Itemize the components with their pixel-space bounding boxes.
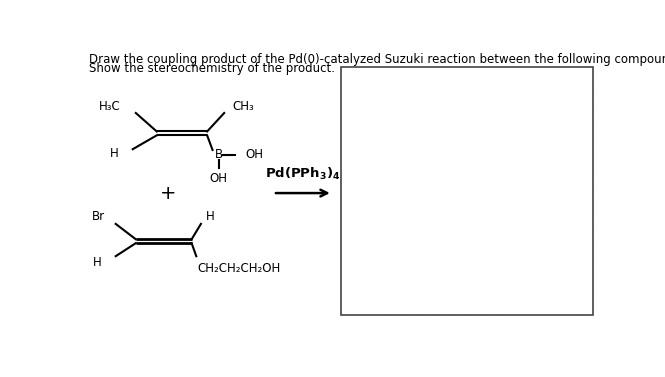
Text: Show the stereochemistry of the product.: Show the stereochemistry of the product. bbox=[88, 62, 334, 75]
Text: +: + bbox=[160, 184, 177, 203]
Bar bbox=[341, 67, 593, 315]
Text: CH₃: CH₃ bbox=[232, 100, 253, 113]
Text: Br: Br bbox=[92, 210, 105, 223]
Text: H: H bbox=[110, 147, 119, 159]
Text: H: H bbox=[93, 256, 102, 269]
Text: CH₂CH₂CH₂OH: CH₂CH₂CH₂OH bbox=[198, 262, 281, 275]
Text: Draw the coupling product of the Pd(0)-catalyzed Suzuki reaction between the fol: Draw the coupling product of the Pd(0)-c… bbox=[88, 53, 665, 66]
Text: H₃C: H₃C bbox=[98, 100, 120, 113]
Text: $\mathbf{Pd}\mathbf{(}\mathbf{PPh_3}\mathbf{)_4}$: $\mathbf{Pd}\mathbf{(}\mathbf{PPh_3}\mat… bbox=[265, 166, 340, 182]
Text: OH: OH bbox=[209, 172, 227, 184]
Text: B: B bbox=[215, 148, 223, 161]
Text: H: H bbox=[205, 210, 214, 223]
Text: OH: OH bbox=[246, 148, 264, 161]
